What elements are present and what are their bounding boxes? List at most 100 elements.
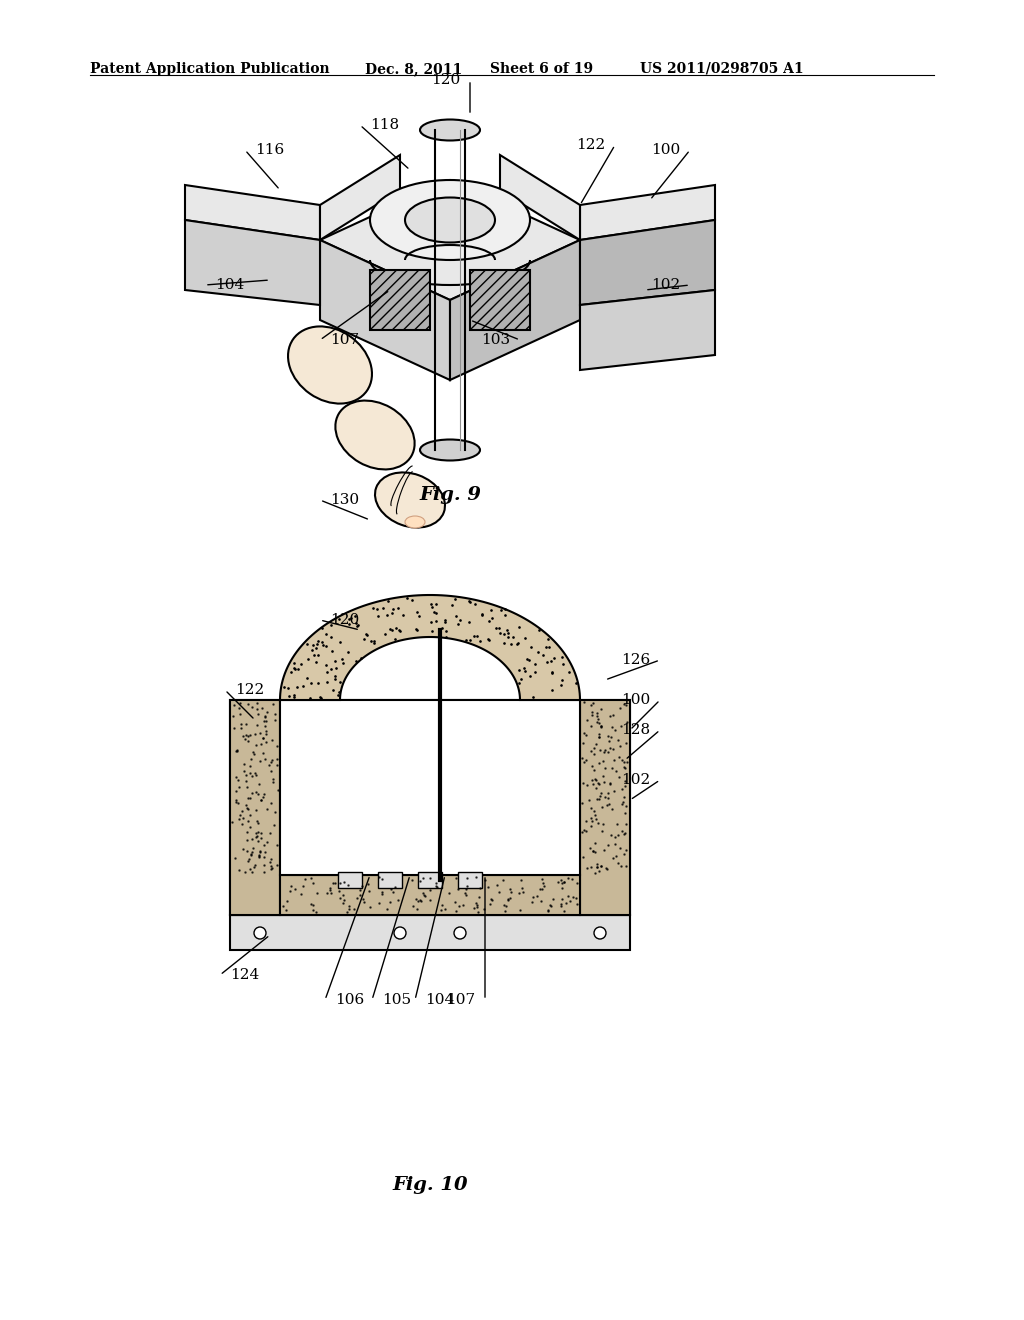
Point (613, 793, 630, 814)
Point (593, 698, 609, 719)
Point (593, 717, 609, 738)
Point (596, 742, 612, 763)
Point (503, 634, 519, 655)
Point (226, 694, 243, 715)
Point (327, 651, 343, 672)
Point (325, 873, 341, 894)
Point (305, 634, 322, 655)
Point (296, 869, 312, 890)
Point (249, 826, 265, 847)
Point (239, 725, 255, 746)
Point (471, 887, 487, 908)
Point (416, 884, 432, 906)
Point (560, 661, 577, 682)
Point (605, 738, 622, 759)
Point (331, 681, 347, 702)
Point (240, 726, 256, 747)
Point (256, 841, 272, 862)
Point (458, 884, 474, 906)
Point (591, 788, 607, 809)
Point (412, 870, 428, 891)
Point (252, 841, 268, 862)
Point (617, 733, 634, 754)
Point (591, 861, 607, 882)
Point (602, 737, 618, 758)
Point (597, 787, 613, 808)
Point (574, 747, 591, 768)
Point (269, 735, 286, 756)
Point (387, 628, 403, 649)
Text: 104: 104 (215, 279, 245, 292)
Point (263, 849, 280, 870)
Point (238, 862, 254, 883)
Polygon shape (185, 220, 319, 305)
Point (482, 599, 499, 620)
Text: Dec. 8, 2011: Dec. 8, 2011 (365, 62, 462, 77)
Point (476, 870, 493, 891)
Polygon shape (280, 595, 580, 700)
Point (523, 636, 540, 657)
Point (585, 693, 601, 714)
Point (560, 867, 577, 888)
Polygon shape (370, 271, 430, 330)
Point (611, 735, 628, 756)
Point (473, 605, 489, 626)
Point (404, 870, 421, 891)
Circle shape (594, 927, 606, 939)
Point (458, 878, 474, 899)
Point (283, 661, 299, 682)
Point (265, 771, 282, 792)
Point (262, 855, 279, 876)
Point (556, 873, 572, 894)
Point (556, 871, 572, 892)
Point (232, 805, 249, 826)
Point (500, 890, 516, 911)
Ellipse shape (370, 180, 530, 260)
Point (609, 825, 626, 846)
Point (617, 855, 634, 876)
Text: 124: 124 (230, 968, 259, 982)
Bar (230, 700, 280, 915)
Point (355, 888, 372, 909)
Point (604, 799, 621, 820)
Point (455, 895, 471, 916)
Point (274, 895, 291, 916)
Point (263, 858, 280, 879)
Point (585, 840, 601, 861)
Point (295, 875, 311, 896)
Point (236, 754, 252, 775)
Point (244, 766, 260, 787)
Point (231, 693, 248, 714)
Text: 100: 100 (621, 693, 650, 708)
Point (534, 879, 550, 900)
Text: 100: 100 (650, 143, 680, 157)
Point (366, 631, 382, 652)
Point (493, 599, 509, 620)
Point (584, 770, 600, 791)
Point (539, 651, 555, 672)
Point (370, 606, 386, 627)
Point (615, 693, 632, 714)
Point (436, 611, 453, 632)
Point (249, 698, 265, 719)
Point (429, 876, 445, 898)
Point (230, 698, 247, 719)
Point (427, 875, 443, 896)
Point (241, 693, 257, 714)
Point (379, 899, 395, 920)
Point (599, 795, 615, 816)
Point (233, 713, 250, 734)
Point (331, 609, 347, 630)
Point (587, 804, 603, 825)
Point (555, 653, 571, 675)
Point (256, 784, 272, 805)
Point (586, 743, 602, 764)
Text: 126: 126 (621, 653, 650, 667)
Point (262, 792, 279, 813)
Point (265, 814, 282, 836)
Point (325, 680, 341, 701)
Point (535, 873, 551, 894)
Point (531, 878, 548, 899)
Point (266, 801, 283, 822)
Point (238, 764, 254, 785)
